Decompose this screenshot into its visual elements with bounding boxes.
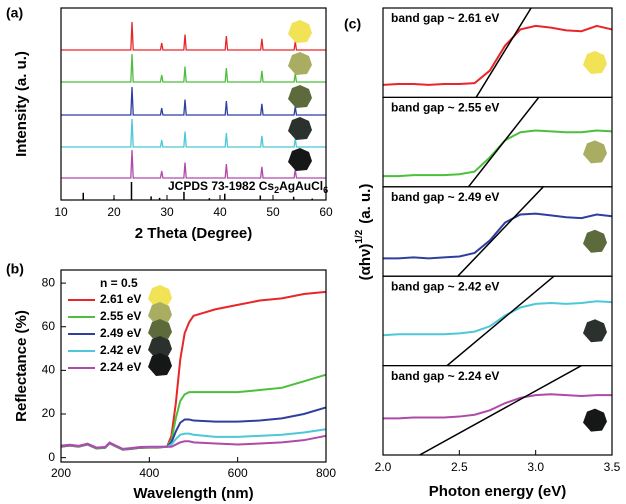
tauc-curve [383, 212, 613, 260]
xrd-pattern [61, 118, 326, 148]
band-gap-annotation: band gap ~ 2.55 eV [391, 101, 499, 115]
x-tick-label: 800 [316, 466, 336, 480]
tauc-curve [383, 129, 613, 178]
reference-label-part: AgAuCl [279, 179, 323, 193]
y-tick-label: 80 [42, 275, 56, 289]
band-gap-annotation: band gap ~ 2.42 eV [391, 279, 499, 293]
tangent-line [475, 8, 532, 98]
powder-icon [148, 285, 172, 308]
x-axis-title: Photon energy (eV) [429, 483, 567, 500]
x-axis-title: Wavelength (nm) [133, 485, 253, 502]
x-tick-label: 3.0 [527, 460, 544, 474]
panel-label: (b) [6, 261, 24, 277]
legend-title: n = 0.5 [100, 276, 138, 290]
x-tick-label: 30 [160, 205, 174, 219]
x-tick-label: 2.0 [375, 460, 392, 474]
legend-label: 2.61 eV [100, 292, 141, 306]
legend-label: 2.55 eV [100, 309, 141, 323]
y-axis-title: Intensity (a. u.) [13, 51, 30, 157]
y-axis-title: (αhν)1/2 (a. u.) [354, 184, 374, 281]
powder-icon [583, 140, 607, 164]
legend-label: 2.42 eV [100, 343, 141, 357]
powder-icon [148, 353, 172, 376]
xrd-pattern [61, 21, 326, 51]
reference-label: JCPDS 73-1982 Cs2AgAuCl6 [168, 179, 328, 195]
tangent-line [457, 186, 544, 277]
x-axis-title: 2 Theta (Degree) [135, 225, 253, 242]
reference-label-part: JCPDS 73-1982 Cs [168, 179, 274, 193]
powder-icon [148, 302, 172, 325]
x-tick-label: 20 [107, 205, 121, 219]
powder-icon [288, 117, 312, 140]
powder-icon [583, 319, 607, 343]
powder-icon [148, 319, 172, 342]
band-gap-annotation: band gap ~ 2.49 eV [391, 190, 499, 204]
x-tick-label: 2.5 [451, 460, 468, 474]
legend-label: 2.49 eV [100, 326, 141, 340]
x-tick-label: 40 [213, 205, 227, 219]
powder-icon [288, 52, 312, 75]
tangent-line [467, 97, 540, 187]
y-axis-title-part: (αhν) [357, 244, 374, 281]
xrd-pattern [61, 86, 326, 116]
powder-icon [288, 85, 312, 108]
x-tick-label: 200 [51, 466, 71, 480]
panel-label: (c) [344, 16, 361, 32]
x-tick-label: 10 [54, 205, 68, 219]
x-tick-label: 400 [139, 466, 159, 480]
y-tick-label: 0 [48, 450, 55, 464]
tauc-curve [382, 24, 613, 86]
reflectance-line [60, 428, 327, 451]
y-axis-title-part: (a. u.) [357, 184, 374, 224]
x-tick-label: 600 [228, 466, 248, 480]
reference-label-sub: 2 [274, 185, 279, 195]
xrd-pattern [61, 149, 326, 179]
reflectance-line [60, 434, 327, 450]
plot-frame [60, 269, 327, 463]
y-axis-title-sup: 1/2 [354, 229, 365, 243]
plot-frame [60, 7, 327, 201]
band-gap-annotation: band gap ~ 2.61 eV [391, 11, 499, 25]
powder-icon [288, 20, 312, 43]
tangent-line [446, 276, 555, 366]
x-tick-label: 60 [319, 205, 333, 219]
x-tick-label: 3.5 [604, 460, 621, 474]
legend-label: 2.24 eV [100, 360, 141, 374]
xrd-pattern [61, 53, 326, 83]
x-tick-label: 50 [266, 205, 280, 219]
powder-icon [583, 229, 607, 253]
y-axis-title: Reflectance (%) [13, 310, 30, 422]
band-gap-annotation: band gap ~ 2.24 eV [391, 369, 499, 383]
tauc-curve [382, 300, 613, 337]
tangent-line [419, 365, 582, 456]
powder-icon [288, 148, 312, 171]
y-tick-label: 40 [42, 363, 56, 377]
powder-icon [583, 408, 607, 432]
reflectance-line [60, 373, 327, 451]
tauc-curve [383, 393, 612, 420]
y-tick-label: 20 [42, 406, 56, 420]
panel-label: (a) [6, 5, 23, 21]
powder-icon [148, 336, 172, 359]
powder-icon [583, 51, 607, 74]
y-tick-label: 60 [42, 319, 56, 333]
subplot-frame [382, 365, 613, 456]
